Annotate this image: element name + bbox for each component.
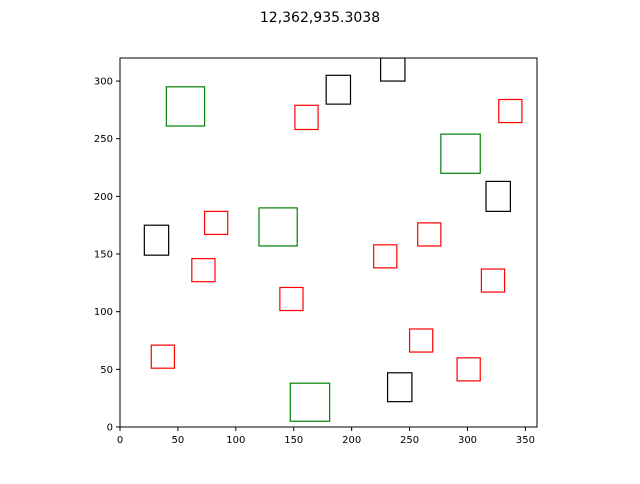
axes: 0 50 100 150 200 250 300 350 0 50 100 150 200 250 300 xyxy=(94,57,538,446)
square-marker-red-12 xyxy=(203,210,229,236)
square-marker-red-17 xyxy=(480,268,506,293)
square-marker-black-7 xyxy=(143,224,170,256)
x-tick-label-50: 50 xyxy=(172,435,185,446)
square-marker-red-19 xyxy=(408,328,434,353)
square-marker-red-10 xyxy=(294,104,319,131)
square-marker-red-18 xyxy=(150,344,176,369)
x-tick-label-200: 200 xyxy=(342,435,361,446)
square-marker-green-1 xyxy=(165,86,206,127)
x-tick-label-300: 300 xyxy=(458,435,477,446)
square-marker-green-4 xyxy=(440,133,481,174)
square-marker-black-9 xyxy=(386,372,413,403)
y-tick-label-150: 150 xyxy=(94,250,113,261)
y-tick-label-0: 0 xyxy=(107,423,113,434)
x-tick-label-0: 0 xyxy=(117,435,123,446)
x-tick-label-100: 100 xyxy=(226,435,245,446)
y-tick-label-50: 50 xyxy=(100,365,113,376)
square-marker-red-13 xyxy=(191,258,216,283)
square-marker-green-3 xyxy=(289,382,331,422)
square-marker-green-2 xyxy=(258,207,298,247)
square-marker-red-11 xyxy=(498,98,523,124)
y-tick-label-200: 200 xyxy=(94,192,113,203)
y-tick-label-250: 250 xyxy=(94,134,113,145)
y-tick-label-100: 100 xyxy=(94,307,113,318)
chart-title: 12,362,935.3038 xyxy=(260,10,380,26)
x-tick-label-350: 350 xyxy=(516,435,535,446)
square-marker-black-5 xyxy=(325,74,352,105)
square-marker-red-20 xyxy=(456,357,481,382)
square-marker-red-16 xyxy=(279,286,304,312)
y-tick-label-300: 300 xyxy=(94,77,113,88)
square-marker-black-6 xyxy=(380,58,406,82)
square-marker-red-15 xyxy=(417,222,442,247)
x-tick-label-250: 250 xyxy=(400,435,419,446)
square-marker-black-8 xyxy=(485,180,511,212)
x-tick-label-150: 150 xyxy=(284,435,303,446)
square-marker-red-14 xyxy=(373,244,398,269)
plot-frame xyxy=(119,57,538,428)
plot-marks xyxy=(143,58,523,422)
